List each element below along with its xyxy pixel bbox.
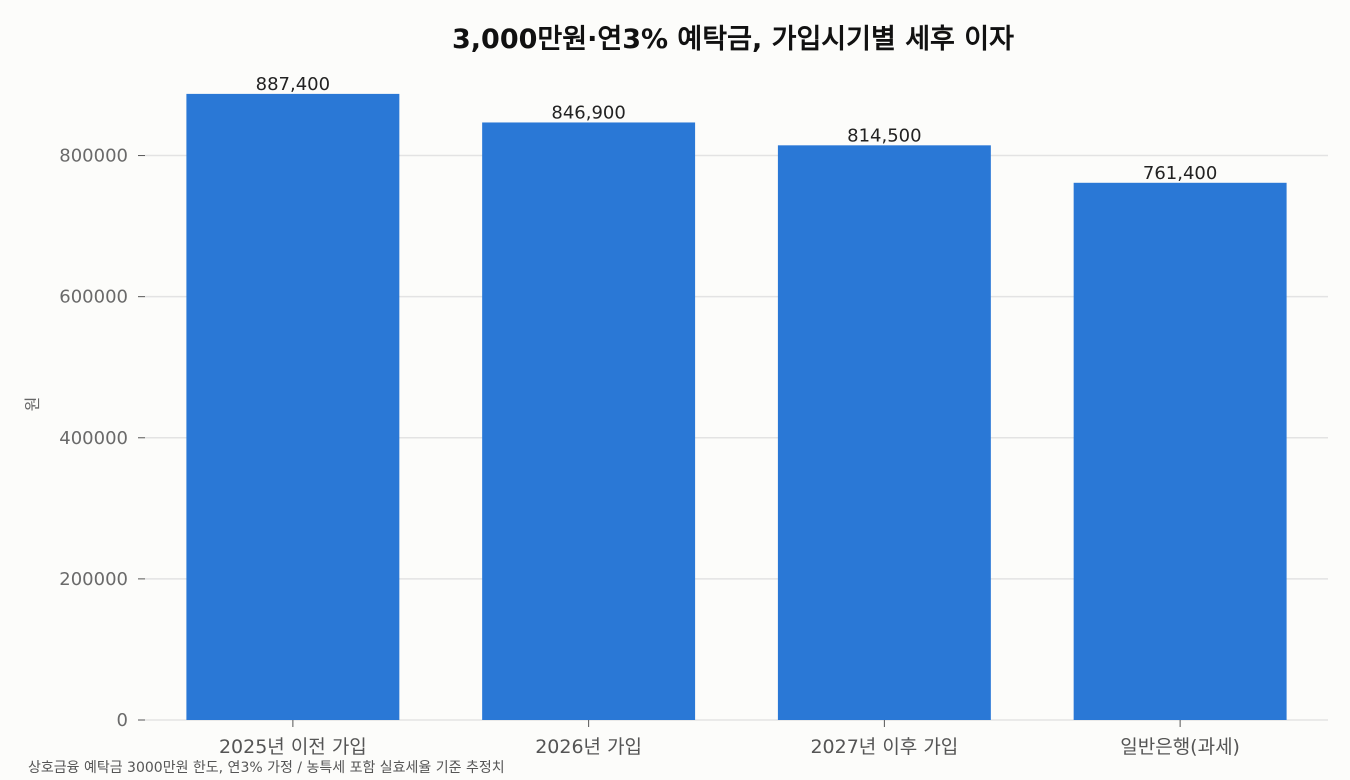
bar — [777, 145, 991, 720]
y-tick-label: 600000 — [59, 287, 128, 308]
x-tick-label: 2027년 이후 가입 — [810, 736, 958, 758]
axes: 0 200000 400000 600000 800000 2025년 이전 가입 2026… — [59, 146, 1240, 758]
y-tick-label: 400000 — [59, 428, 128, 449]
x-tick-label: 2025년 이전 가입 — [219, 736, 367, 758]
bar — [482, 122, 696, 721]
chart-title: 3,000만원·연3% 예탁금, 가입시기별 세후 이자 — [452, 24, 1014, 55]
data-label: 846,900 — [551, 102, 625, 123]
y-axis-label: 원 — [23, 397, 42, 412]
bar — [1073, 182, 1287, 721]
y-tick-label: 800000 — [59, 146, 128, 167]
footnote: 상호금융 예탁금 3000만원 한도, 연3% 가정 / 농특세 포함 실효세율… — [28, 760, 505, 776]
y-tick-label: 200000 — [59, 569, 128, 590]
bar — [186, 93, 400, 720]
data-label: 887,400 — [256, 74, 330, 95]
y-tick-label: 0 — [117, 710, 128, 731]
bars: 887,400 846,900 814,500 761,400 — [186, 74, 1287, 721]
data-label: 814,500 — [847, 125, 921, 146]
x-tick-label: 일반은행(과세) — [1120, 736, 1240, 758]
x-tick-label: 2026년 가입 — [535, 736, 642, 758]
data-label: 761,400 — [1143, 163, 1217, 184]
